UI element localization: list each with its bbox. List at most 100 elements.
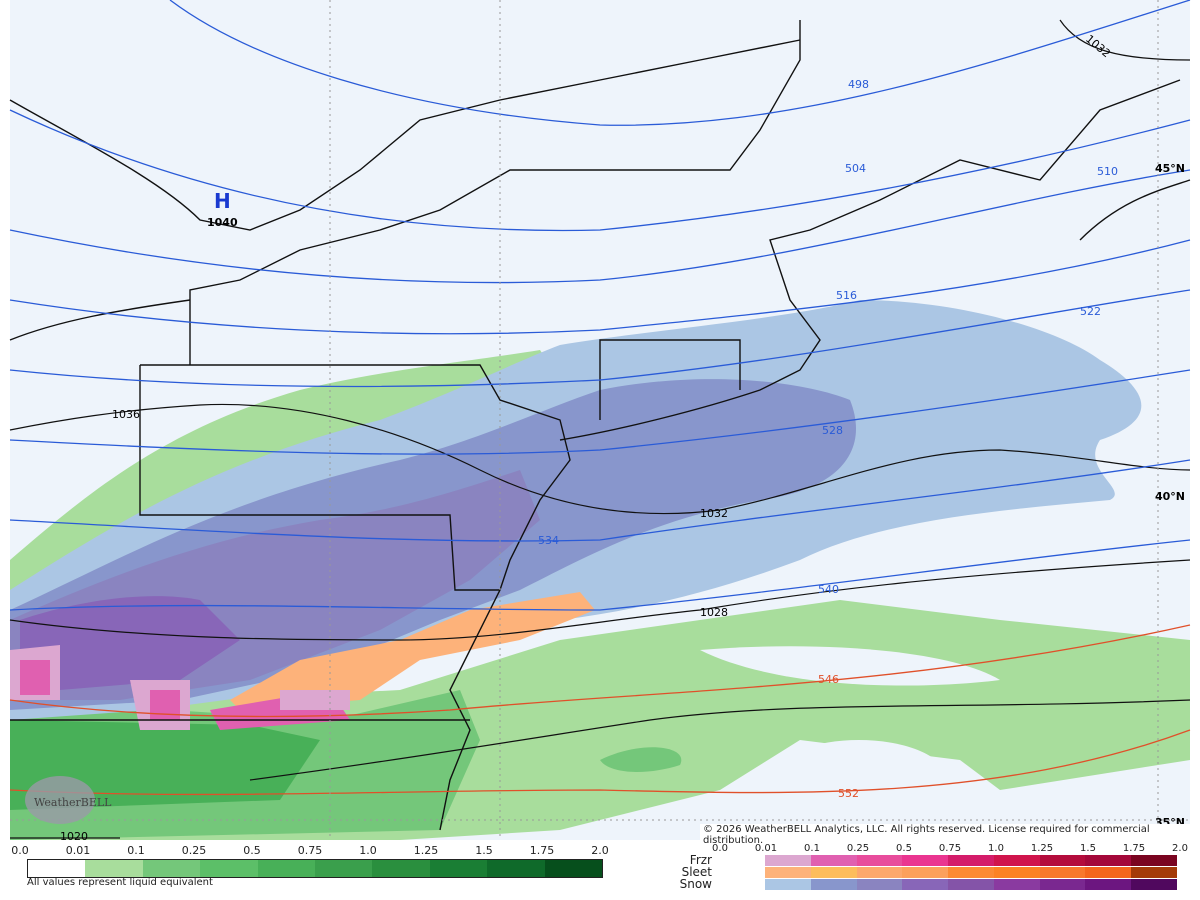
rain-color-bar xyxy=(27,859,603,878)
legend-swatch xyxy=(1039,867,1086,878)
legend-tick: 2.0 xyxy=(591,844,609,857)
legend-swatch xyxy=(544,860,603,877)
height-label: 516 xyxy=(836,289,857,302)
height-contours xyxy=(9,0,1191,611)
legend-swatch xyxy=(1039,879,1086,890)
isobars xyxy=(9,19,1191,839)
legend-swatch xyxy=(856,855,903,866)
legend-swatch xyxy=(765,855,811,866)
legend-swatch xyxy=(810,867,857,878)
legend-tick: 0.01 xyxy=(754,843,778,854)
legend-tick: 0.5 xyxy=(896,843,912,854)
legend-swatch xyxy=(993,855,1040,866)
mix-legend: 0.0 0.01 0.1 0.25 0.5 0.75 1.0 1.25 1.5 1.75 2.0 F… xyxy=(660,842,1200,900)
legend-tick: 0.01 xyxy=(65,844,91,857)
legend-swatch xyxy=(315,860,373,877)
warm-height-contours xyxy=(9,624,1191,796)
legend-swatch xyxy=(1085,855,1132,866)
legend-note: All values represent liquid equivalent xyxy=(27,877,213,888)
legend-swatch xyxy=(429,860,488,877)
legend-tick: 1.25 xyxy=(413,844,439,857)
legend-swatch xyxy=(902,867,949,878)
legend-swatch xyxy=(1131,855,1178,866)
coastlines xyxy=(9,20,1191,831)
weatherbell-logo: WeatherBELL xyxy=(25,776,112,824)
height-label: 522 xyxy=(1080,305,1101,318)
legend-swatch xyxy=(948,855,994,866)
legend-tick: 0.25 xyxy=(181,844,207,857)
legend-tick: 1.5 xyxy=(1080,843,1096,854)
legend-row-sleet xyxy=(765,867,1178,878)
rain-legend-ticks: 0.0 0.01 0.1 0.25 0.5 0.75 1.0 1.25 1.5 1.75 2.0 xyxy=(0,844,640,858)
legend-tick: 0.5 xyxy=(243,844,261,857)
legend-tick: 2.0 xyxy=(1172,843,1188,854)
legend-tick: 1.5 xyxy=(475,844,493,857)
legend-tick: 0.25 xyxy=(846,843,870,854)
legend-swatch xyxy=(810,879,857,890)
legend-row-label: Snow xyxy=(679,877,712,891)
height-label: 540 xyxy=(818,583,839,596)
legend-swatch xyxy=(948,879,994,890)
legend-swatch xyxy=(993,879,1040,890)
legend-swatch xyxy=(257,860,316,877)
legend-tick: 1.75 xyxy=(529,844,555,857)
legend-tick: 1.25 xyxy=(1030,843,1054,854)
legend-tick: 0.1 xyxy=(804,843,820,854)
latitude-label: 40°N xyxy=(1155,490,1185,503)
mix-area xyxy=(10,592,595,730)
legend-swatch xyxy=(28,860,86,877)
isobar-label: 1028 xyxy=(700,606,728,619)
legend-swatch xyxy=(1085,879,1132,890)
legend-swatch xyxy=(200,860,258,877)
rain-legend: 0.0 0.01 0.1 0.25 0.5 0.75 1.0 1.25 1.5 1.75 2.0 A… xyxy=(0,842,640,900)
isobar-label: 1032 xyxy=(700,507,728,520)
legend-swatch xyxy=(948,867,994,878)
legend-tick: 0.0 xyxy=(11,844,29,857)
height-label: 504 xyxy=(845,162,866,175)
legend-swatch xyxy=(856,879,903,890)
legend-swatch xyxy=(1085,867,1132,878)
high-pressure-symbol: H xyxy=(214,189,231,213)
height-label: 552 xyxy=(838,787,859,800)
legend-swatch xyxy=(902,879,949,890)
legend-swatch xyxy=(85,860,143,877)
legend-row-frzr xyxy=(765,855,1178,866)
legend-tick: 0.75 xyxy=(938,843,962,854)
grid-lines xyxy=(10,0,1190,840)
legend-swatch xyxy=(372,860,430,877)
height-label: 498 xyxy=(848,78,869,91)
height-label: 546 xyxy=(818,673,839,686)
weather-map: H 1040 1036 1032 1028 1020 1032 498 504 … xyxy=(9,0,1191,842)
legend-row-label: Sleet xyxy=(681,865,712,879)
height-label: 534 xyxy=(538,534,559,547)
legend-row-label: Frzr xyxy=(689,853,712,867)
legend-swatch xyxy=(765,879,811,890)
latitude-label: 45°N xyxy=(1155,162,1185,175)
isobar-label: 1036 xyxy=(112,408,140,421)
legend-row-snow xyxy=(765,879,1178,890)
legend-swatch xyxy=(1131,867,1178,878)
legend-swatch xyxy=(856,867,903,878)
legend-tick: 1.0 xyxy=(988,843,1004,854)
mix-legend-ticks: 0.0 0.01 0.1 0.25 0.5 0.75 1.0 1.25 1.5 1.75 2.0 xyxy=(660,843,1200,855)
legend-swatch xyxy=(902,855,949,866)
legend-swatch xyxy=(993,867,1040,878)
legend-tick: 1.75 xyxy=(1122,843,1146,854)
legend-swatch xyxy=(487,860,545,877)
legend-swatch xyxy=(810,855,857,866)
legend-swatch xyxy=(1131,879,1178,890)
snow-area xyxy=(10,300,1142,720)
legend-tick: 0.75 xyxy=(297,844,323,857)
legend-tick: 0.0 xyxy=(712,843,728,854)
copyright-notice: © 2026 WeatherBELL Analytics, LLC. All r… xyxy=(700,824,1200,846)
legend-swatch xyxy=(1039,855,1086,866)
high-pressure-value: 1040 xyxy=(207,216,238,229)
height-label: 510 xyxy=(1097,165,1118,178)
height-label: 528 xyxy=(822,424,843,437)
isobar-label: 1020 xyxy=(60,830,88,842)
legend-tick: 1.0 xyxy=(359,844,377,857)
legend-tick: 0.1 xyxy=(127,844,145,857)
svg-text:WeatherBELL: WeatherBELL xyxy=(34,796,112,809)
legend-swatch xyxy=(765,867,811,878)
legend-swatch xyxy=(142,860,201,877)
